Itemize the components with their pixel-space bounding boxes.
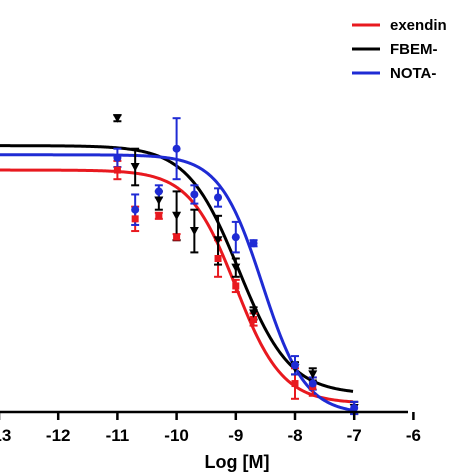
- data-point-fbem: [130, 163, 140, 172]
- data-point-nota: [172, 144, 181, 153]
- legend-item-fbem: FBEM-: [352, 41, 438, 58]
- legend: exendin FBEM- NOTA-: [352, 17, 447, 82]
- legend-label-fbem: FBEM-: [390, 41, 438, 58]
- data-point-nota: [154, 187, 163, 196]
- data-point-exendin: [131, 215, 139, 223]
- data-point-nota: [291, 361, 299, 370]
- data-point-nota: [308, 379, 317, 388]
- x-tick-label: -6: [406, 426, 421, 445]
- x-tick-label: -13: [0, 426, 11, 445]
- data-point-fbem: [213, 236, 223, 245]
- data-point-exendin: [291, 380, 299, 388]
- fit-curves: [0, 144, 354, 412]
- data-point-fbem: [112, 114, 122, 123]
- data-point-nota: [249, 239, 258, 248]
- data-points: [112, 114, 359, 413]
- data-point-exendin: [113, 166, 121, 174]
- x-tick-label: -12: [46, 426, 71, 445]
- data-point-nota: [350, 403, 359, 412]
- data-point-fbem: [189, 227, 199, 236]
- data-point-nota: [231, 233, 240, 242]
- x-tick-label: -10: [164, 426, 189, 445]
- data-point-fbem: [154, 196, 164, 206]
- x-tick-label: -9: [228, 426, 243, 445]
- data-point-exendin: [155, 212, 163, 220]
- x-axis-ticks: -13 -12 -11 -10 -9 -8 -7 -6: [0, 412, 421, 445]
- x-tick-label: -8: [287, 426, 302, 445]
- data-point-nota: [113, 153, 122, 162]
- data-point-exendin: [250, 316, 258, 323]
- data-point-fbem: [172, 211, 182, 221]
- data-point-exendin: [232, 282, 240, 290]
- data-point-nota: [131, 205, 140, 214]
- data-point-fbem: [231, 263, 241, 273]
- legend-item-exendin: exendin: [352, 17, 447, 34]
- x-tick-label: -7: [347, 426, 362, 445]
- data-point-exendin: [214, 255, 222, 262]
- data-point-exendin: [173, 233, 181, 241]
- data-point-nota: [190, 190, 199, 199]
- data-point-nota: [214, 193, 223, 202]
- x-axis-title: Log [M]: [205, 452, 270, 472]
- fit-curve-fbem: [0, 144, 354, 393]
- legend-label-nota: NOTA-: [390, 65, 436, 82]
- legend-item-nota: NOTA-: [352, 65, 436, 82]
- data-point-fbem: [249, 309, 259, 318]
- legend-label-exendin: exendin: [390, 17, 447, 34]
- data-point-fbem: [308, 370, 318, 379]
- x-tick-label: -11: [106, 426, 130, 445]
